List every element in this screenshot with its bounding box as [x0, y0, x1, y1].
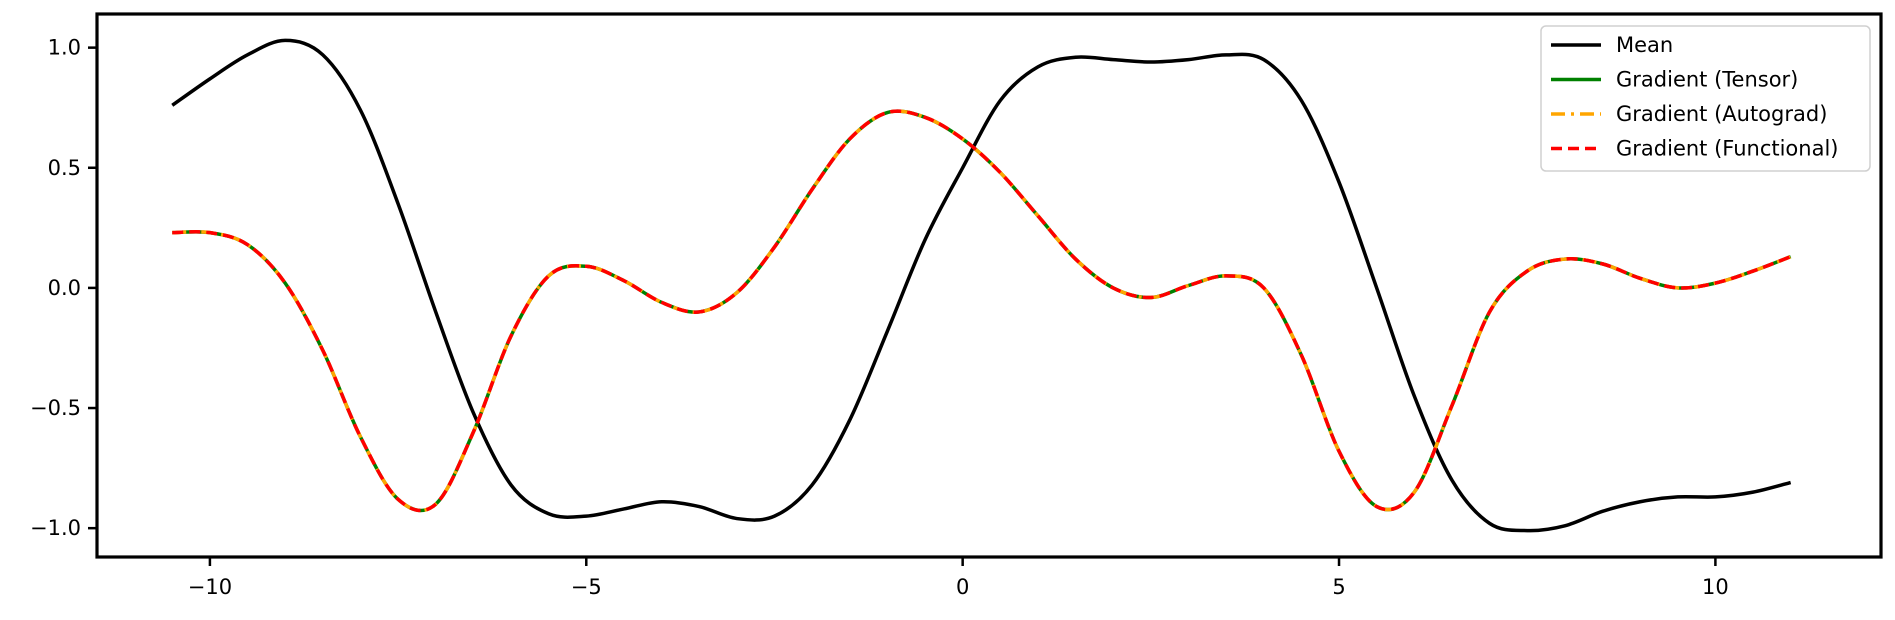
legend-label-gradient-autograd: Gradient (Autograd) — [1616, 102, 1827, 126]
y-tick-label: −1.0 — [30, 516, 81, 540]
legend-items: Mean Gradient (Tensor) Gradient (Autograd)… — [1551, 33, 1839, 161]
legend-box — [1540, 25, 1871, 172]
legend-label-gradient-functional: Gradient (Functional) — [1616, 137, 1839, 161]
x-tick-label: 5 — [1332, 575, 1345, 599]
y-tick-label: −0.5 — [30, 396, 81, 420]
legend-label-mean: Mean — [1616, 33, 1673, 57]
x-tick-label: 0 — [956, 575, 969, 599]
x-tick-label: 10 — [1702, 575, 1729, 599]
y-tick-label: 0.5 — [48, 156, 81, 180]
ticks-layer: −10 −5 0 5 10 1.0 0.5 0.0 −0.5 −1.0 — [30, 36, 1729, 599]
y-tick-label: 1.0 — [48, 36, 81, 60]
plot-frame — [95, 12, 1883, 559]
legend-label-gradient-tensor: Gradient (Tensor) — [1616, 68, 1798, 92]
x-tick-label: −10 — [188, 575, 232, 599]
series-layer — [171, 38, 1792, 533]
y-tick-label: 0.0 — [48, 276, 81, 300]
series-line-gradient-functional — [172, 109, 1792, 513]
series-line-mean — [171, 38, 1792, 533]
legend: Mean Gradient (Tensor) Gradient (Autograd)… — [1540, 25, 1871, 172]
x-tick-label: −5 — [571, 575, 602, 599]
